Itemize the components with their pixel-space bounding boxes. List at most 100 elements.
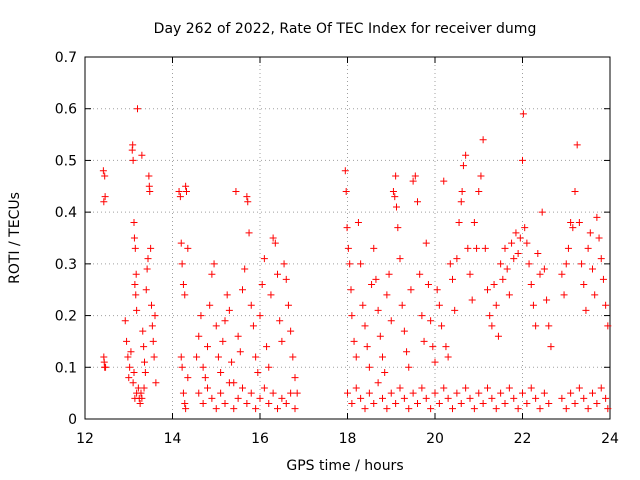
data-point bbox=[451, 306, 459, 314]
data-point bbox=[372, 275, 380, 283]
data-point bbox=[199, 363, 207, 371]
x-tick-label: 18 bbox=[339, 431, 357, 447]
data-point bbox=[599, 275, 607, 283]
data-point bbox=[597, 255, 605, 263]
data-point bbox=[589, 389, 596, 397]
data-point bbox=[267, 291, 275, 299]
data-point bbox=[145, 172, 153, 180]
y-tick-label: 0.1 bbox=[55, 360, 77, 376]
data-point bbox=[284, 301, 292, 309]
data-point bbox=[341, 167, 349, 175]
data-point bbox=[449, 275, 456, 283]
data-point bbox=[365, 363, 373, 371]
data-point bbox=[125, 374, 133, 382]
data-point bbox=[536, 405, 544, 413]
data-point bbox=[140, 384, 148, 392]
data-point bbox=[265, 399, 273, 407]
data-point bbox=[245, 229, 253, 237]
data-point bbox=[124, 353, 132, 361]
data-point bbox=[394, 224, 402, 232]
data-point bbox=[374, 306, 382, 314]
data-point bbox=[149, 337, 157, 345]
data-point bbox=[204, 343, 211, 351]
data-point bbox=[208, 394, 216, 402]
data-point bbox=[150, 353, 158, 361]
data-point bbox=[228, 358, 236, 366]
data-point bbox=[291, 405, 299, 413]
data-point bbox=[578, 260, 586, 268]
data-point bbox=[523, 239, 531, 247]
data-point bbox=[475, 187, 483, 195]
data-point bbox=[457, 399, 465, 407]
data-point bbox=[468, 296, 476, 304]
data-point bbox=[383, 291, 391, 299]
data-point bbox=[558, 270, 566, 278]
y-tick-label: 0.7 bbox=[55, 50, 77, 66]
data-point bbox=[470, 218, 478, 226]
data-point bbox=[488, 394, 496, 402]
data-point bbox=[269, 234, 277, 242]
data-point bbox=[100, 198, 108, 206]
data-point bbox=[418, 312, 426, 320]
data-point bbox=[206, 301, 214, 309]
data-point bbox=[470, 405, 478, 413]
data-point bbox=[562, 405, 570, 413]
data-point bbox=[130, 218, 138, 226]
data-point bbox=[473, 244, 481, 252]
data-point bbox=[411, 172, 419, 180]
data-point bbox=[453, 255, 461, 263]
data-point bbox=[438, 322, 446, 330]
data-point bbox=[431, 389, 439, 397]
data-point bbox=[529, 301, 537, 309]
data-point bbox=[479, 136, 487, 144]
data-point bbox=[182, 182, 190, 190]
data-point bbox=[234, 394, 242, 402]
data-point bbox=[99, 167, 107, 175]
data-point bbox=[344, 244, 352, 252]
data-point bbox=[582, 306, 590, 314]
data-point bbox=[422, 394, 430, 402]
data-point bbox=[175, 187, 183, 195]
data-point bbox=[225, 306, 233, 314]
data-point bbox=[442, 343, 450, 351]
data-point bbox=[247, 301, 255, 309]
y-tick-label: 0 bbox=[68, 412, 77, 428]
data-point bbox=[492, 301, 500, 309]
data-point bbox=[143, 265, 151, 273]
data-point bbox=[252, 405, 260, 413]
data-point bbox=[256, 394, 264, 402]
data-point bbox=[512, 229, 520, 237]
data-point bbox=[132, 270, 140, 278]
data-point bbox=[352, 353, 360, 361]
data-point bbox=[223, 291, 231, 299]
data-point bbox=[342, 187, 350, 195]
data-point bbox=[374, 379, 382, 387]
data-point bbox=[514, 405, 522, 413]
data-point bbox=[365, 389, 373, 397]
data-point bbox=[239, 286, 246, 294]
data-point bbox=[564, 244, 572, 252]
data-point bbox=[193, 353, 201, 361]
grid-lines bbox=[85, 57, 610, 419]
data-point bbox=[379, 394, 386, 402]
data-point bbox=[182, 405, 190, 413]
data-point bbox=[204, 384, 211, 392]
data-point bbox=[420, 337, 428, 345]
data-point bbox=[440, 177, 448, 185]
data-point bbox=[354, 218, 362, 226]
data-point bbox=[239, 384, 246, 392]
data-point bbox=[291, 374, 299, 382]
data-point bbox=[440, 384, 448, 392]
data-point bbox=[370, 399, 378, 407]
data-point bbox=[400, 327, 408, 335]
data-point bbox=[501, 399, 509, 407]
data-point bbox=[148, 301, 155, 309]
data-point bbox=[208, 270, 216, 278]
data-point bbox=[260, 384, 268, 392]
data-point bbox=[586, 229, 594, 237]
data-point bbox=[177, 239, 185, 247]
data-point bbox=[151, 312, 159, 320]
data-point bbox=[593, 399, 601, 407]
data-point bbox=[575, 218, 583, 226]
data-point bbox=[521, 224, 529, 232]
